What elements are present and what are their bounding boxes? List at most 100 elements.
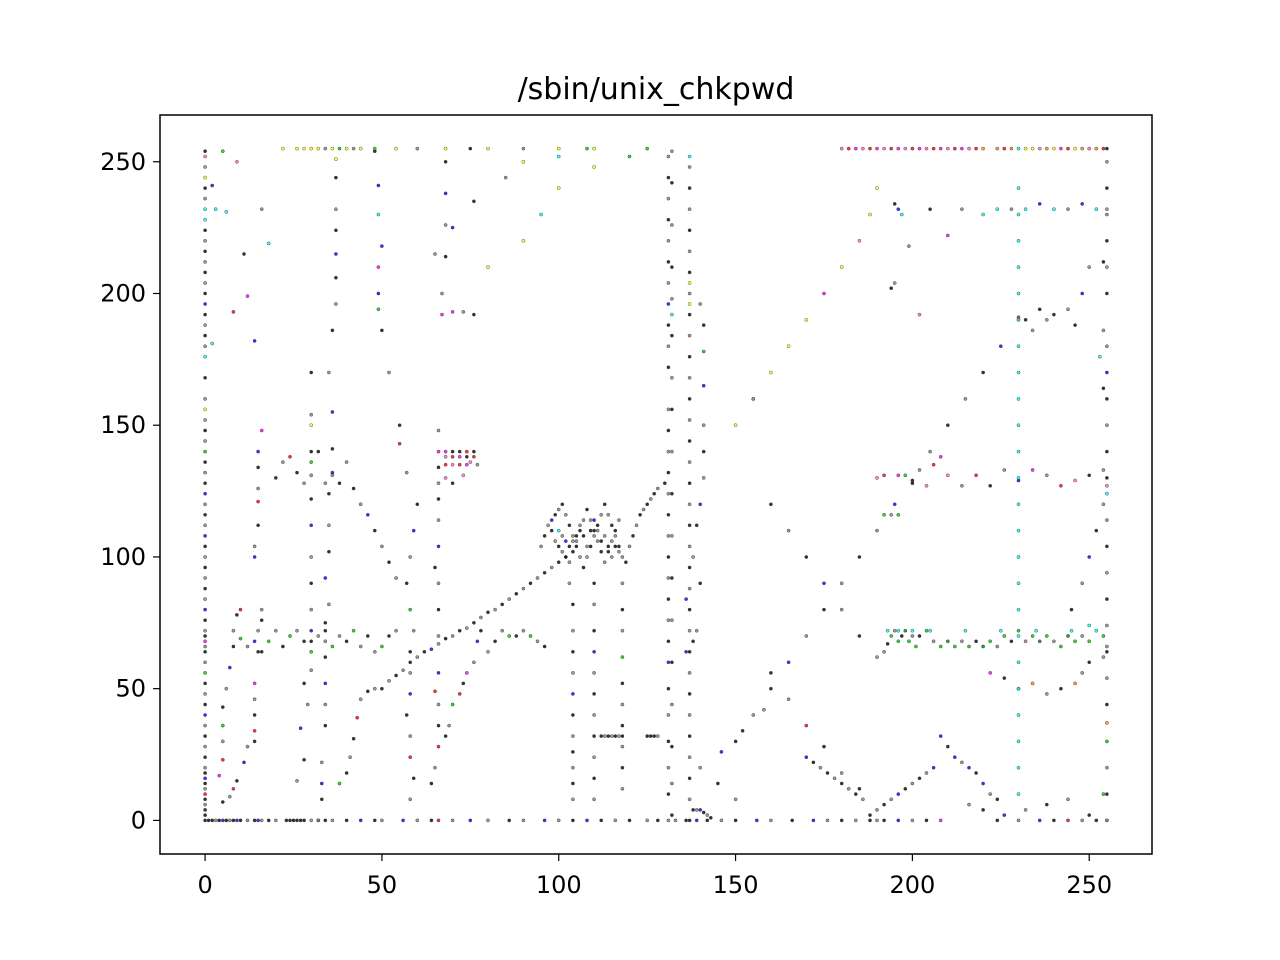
data-point <box>231 310 236 314</box>
data-point <box>203 692 207 696</box>
data-point <box>528 634 533 638</box>
data-point <box>892 281 897 285</box>
data-point <box>1098 354 1102 359</box>
data-point <box>857 787 862 791</box>
data-point <box>493 607 497 612</box>
data-point <box>924 483 929 488</box>
data-point <box>457 449 462 454</box>
data-point <box>960 760 964 765</box>
data-point <box>220 739 225 744</box>
data-point <box>1094 528 1099 533</box>
data-point <box>1087 473 1091 478</box>
data-point <box>571 713 575 717</box>
data-point <box>433 252 437 256</box>
data-point <box>687 281 692 285</box>
data-point <box>691 639 695 644</box>
data-point <box>946 233 950 238</box>
data-point <box>701 810 706 815</box>
data-point <box>542 818 547 823</box>
data-point <box>698 765 703 770</box>
data-point <box>687 302 692 306</box>
data-point <box>804 755 809 760</box>
data-point <box>606 544 611 549</box>
data-point <box>309 607 314 612</box>
data-point <box>507 634 512 638</box>
data-point <box>203 312 207 317</box>
data-point <box>259 428 264 433</box>
data-point <box>571 692 575 696</box>
data-point <box>786 660 791 665</box>
data-point <box>1016 581 1021 586</box>
data-point <box>231 644 236 649</box>
data-point <box>259 607 264 612</box>
data-point <box>931 765 936 770</box>
data-point <box>372 146 377 151</box>
data-point <box>592 165 596 169</box>
data-point <box>592 650 596 654</box>
data-point <box>687 692 692 696</box>
data-point <box>1045 802 1049 807</box>
data-point <box>620 702 625 707</box>
data-point <box>213 818 218 823</box>
data-point <box>401 818 405 823</box>
data-point <box>203 702 207 707</box>
data-point <box>372 818 377 823</box>
data-point <box>1002 813 1007 817</box>
data-point <box>203 523 207 528</box>
data-point <box>613 528 618 533</box>
data-point <box>694 523 699 528</box>
data-point <box>411 628 416 633</box>
data-point <box>245 644 250 649</box>
data-point <box>687 755 692 760</box>
data-point <box>1066 634 1070 638</box>
data-point <box>1034 628 1038 633</box>
data-point <box>556 507 561 512</box>
data-point <box>203 565 207 570</box>
data-point <box>521 159 526 164</box>
data-point <box>1037 307 1042 312</box>
data-point <box>1016 423 1021 428</box>
data-point <box>687 544 692 549</box>
data-point <box>436 671 441 675</box>
data-point <box>602 734 607 738</box>
plot-frame <box>159 114 1153 855</box>
data-point <box>666 449 671 454</box>
data-point <box>889 286 894 291</box>
data-point <box>1030 681 1035 686</box>
data-point <box>854 818 858 823</box>
data-point <box>252 818 257 823</box>
data-point <box>1016 818 1021 823</box>
data-point <box>981 808 985 812</box>
data-point <box>408 660 413 665</box>
data-point <box>528 581 533 586</box>
data-point <box>203 555 207 559</box>
data-point <box>751 397 756 401</box>
data-point <box>553 539 558 543</box>
data-point <box>1052 146 1056 151</box>
data-point <box>825 771 830 775</box>
data-point <box>330 410 335 414</box>
data-point <box>687 734 692 738</box>
data-point <box>256 628 260 633</box>
data-point <box>666 491 671 496</box>
data-point <box>1080 581 1084 586</box>
data-point <box>1002 468 1007 472</box>
data-point <box>656 734 660 738</box>
data-point <box>1073 681 1077 686</box>
data-point <box>549 518 554 522</box>
data-point <box>358 146 363 151</box>
data-point <box>387 370 391 375</box>
data-point <box>585 555 589 559</box>
data-point <box>673 818 678 823</box>
data-point <box>553 513 558 517</box>
data-point <box>203 681 207 686</box>
data-point <box>652 491 657 496</box>
data-point <box>1105 423 1109 428</box>
data-point <box>443 223 448 227</box>
data-point <box>822 291 826 296</box>
data-point <box>666 238 671 243</box>
data-point <box>348 755 352 760</box>
data-point <box>666 260 671 264</box>
data-point <box>1101 328 1106 333</box>
data-point <box>447 723 451 728</box>
